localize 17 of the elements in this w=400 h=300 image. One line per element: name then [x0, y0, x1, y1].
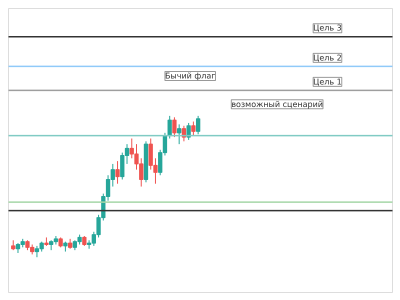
candlestick: [191, 121, 196, 136]
candlestick: [58, 236, 63, 248]
text: возможный сценарий: [231, 100, 323, 109]
candlestick: [63, 241, 68, 252]
text: Бычий флаг: [164, 72, 216, 81]
candlestick: [172, 116, 177, 138]
candlestick: [11, 240, 16, 251]
candlestick: [68, 238, 72, 250]
candlestick: [82, 236, 87, 246]
candlestick: [186, 122, 191, 140]
ref-line-label: Цель 1: [313, 77, 342, 86]
ref-line-label: Цель 3: [313, 24, 342, 33]
ref-line-label: Цель 2: [313, 53, 342, 62]
candlestick: [177, 124, 182, 145]
candlestick: [196, 115, 200, 135]
candlestick: [168, 115, 172, 139]
candlestick: [115, 160, 120, 184]
